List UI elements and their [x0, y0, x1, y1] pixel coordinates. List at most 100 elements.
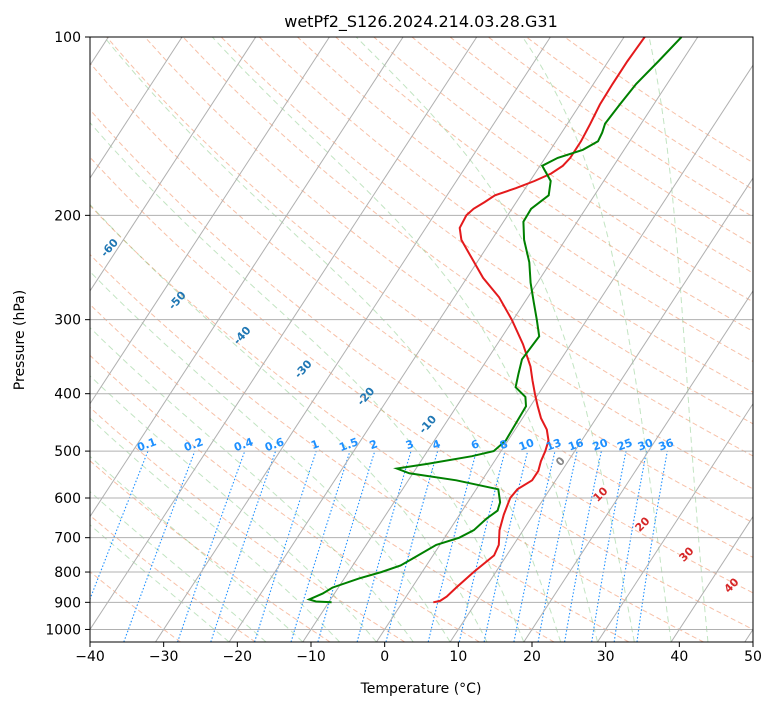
- temperature-line: [433, 37, 646, 604]
- mixing-ratio-label: 0.4: [232, 435, 255, 454]
- isotherm-line: [90, 37, 404, 518]
- x-axis-label: Temperature (°C): [360, 681, 482, 697]
- mixing-ratio-line: [356, 450, 412, 642]
- isotherm-line: [90, 37, 257, 292]
- moist-adiabat: [90, 270, 451, 642]
- mixing-ratio-label: 8: [498, 437, 510, 452]
- plot-frame: [89, 36, 754, 643]
- y-tick-label: 600: [54, 491, 81, 507]
- dry-adiabat: [90, 514, 256, 642]
- grid-lines: [90, 37, 753, 642]
- moist-adiabats: [90, 37, 709, 642]
- isotherm-line: [449, 177, 753, 642]
- mixing-ratio-label: 3: [404, 437, 416, 452]
- mixing-ratio-label: 13: [544, 436, 563, 453]
- mixing-ratio-line: [210, 450, 277, 642]
- isotherm-line: [90, 37, 183, 179]
- mixing-ratio-label: 36: [657, 436, 676, 454]
- y-tick-label: 300: [54, 313, 81, 329]
- isotherm-line: [670, 515, 753, 642]
- moist-adiabat: [90, 491, 267, 642]
- x-tick-label: −30: [149, 649, 179, 665]
- mixing-ratio-label: 0.6: [263, 435, 286, 454]
- mixing-ratio-label: 6: [469, 437, 481, 452]
- moist-adiabat: [648, 37, 709, 642]
- moist-adiabat: [90, 121, 525, 642]
- moist-adiabat: [522, 37, 672, 642]
- dry-adiabat: [90, 253, 630, 642]
- dry-adiabat: [106, 37, 753, 524]
- y-tick-label: 400: [54, 387, 81, 403]
- x-tick-label: −10: [296, 649, 326, 665]
- y-axis-label: Pressure (hPa): [12, 290, 28, 390]
- mixing-ratio-label: 1.5: [337, 435, 360, 454]
- isotherm-line: [90, 37, 478, 631]
- y-tick-label: 800: [54, 565, 81, 581]
- isotherm-line: [376, 64, 753, 642]
- y-tick-label: 1000: [45, 622, 81, 638]
- mixing-ratio-line: [123, 450, 196, 642]
- dry-adiabat: [90, 460, 331, 642]
- series-lines: [306, 37, 683, 604]
- isotherm-line: [523, 289, 753, 642]
- mixing-ratio-line: [290, 450, 351, 642]
- mixing-ratio-line: [317, 450, 376, 642]
- dry-adiabat: [144, 37, 753, 490]
- moist-adiabat: [90, 375, 377, 642]
- plot-area: 0.10.20.40.611.52346810131620253036-100-…: [90, 37, 753, 642]
- moist-adiabat: [355, 37, 635, 642]
- isotherm-line: [302, 37, 699, 642]
- mixing-ratio-line: [483, 450, 529, 642]
- x-tick-label: −20: [223, 649, 253, 665]
- mixing-ratio-label: 30: [636, 436, 655, 454]
- x-tick-label: 40: [670, 649, 688, 665]
- chart-title: wetPf2_S126.2024.214.03.28.G31: [284, 12, 558, 32]
- x-tick-label: 50: [744, 649, 762, 665]
- dry-adiabat: [297, 37, 753, 363]
- mixing-ratio-line: [90, 450, 149, 601]
- y-tick-label: 700: [54, 531, 81, 547]
- isotherm-line: [597, 402, 753, 642]
- mixing-ratio-label: 2: [368, 437, 380, 452]
- mixing-ratio-label: 0.2: [182, 435, 205, 454]
- moist-adiabat: [90, 326, 414, 642]
- mixing-ratio-line: [458, 450, 506, 642]
- y-tick-label: 100: [54, 30, 81, 46]
- dry-adiabat: [258, 37, 753, 393]
- mixing-ratio-line: [513, 450, 556, 642]
- mixing-ratio-lines: [90, 450, 668, 642]
- moist-adiabat: [211, 37, 598, 642]
- moist-adiabat: [103, 37, 562, 642]
- mixing-ratio-line: [254, 450, 317, 642]
- mixing-ratio-line: [537, 450, 578, 642]
- x-tick-label: 30: [597, 649, 615, 665]
- mixing-ratio-label: 20: [591, 436, 610, 454]
- mixing-ratio-line: [385, 450, 439, 642]
- dry-adiabat: [90, 109, 753, 594]
- dry-adiabat: [90, 303, 555, 642]
- x-tick-label: 0: [380, 649, 389, 665]
- mixing-ratio-label: 16: [567, 436, 586, 454]
- dry-adiabat: [90, 354, 480, 642]
- axis-ticks: −40 −30 −20 −10 0 10 20 30 40 5010020030040050060…: [45, 30, 762, 665]
- mixing-ratio-line: [177, 450, 246, 642]
- x-tick-label: 20: [523, 649, 541, 665]
- x-tick-label: 10: [449, 649, 467, 665]
- mixing-ratio-label: 0.1: [135, 435, 158, 454]
- dry-adiabat: [90, 156, 753, 630]
- mixing-ratio-label: 25: [615, 436, 634, 453]
- mixing-ratio-label: 1: [309, 437, 321, 452]
- mixing-ratio-label: 4: [431, 437, 443, 452]
- isotherm-line: [155, 37, 551, 642]
- y-tick-label: 500: [54, 444, 81, 460]
- line-labels: 0.10.20.40.611.52346810131620253036-100-…: [98, 236, 742, 596]
- moist-adiabat: [90, 524, 230, 642]
- dry-adiabats: [90, 37, 753, 642]
- y-tick-label: 900: [54, 595, 81, 611]
- x-tick-label: −40: [75, 649, 105, 665]
- y-tick-label: 200: [54, 208, 81, 224]
- moist-adiabat: [90, 417, 340, 642]
- mixing-ratio-label: 10: [517, 436, 536, 454]
